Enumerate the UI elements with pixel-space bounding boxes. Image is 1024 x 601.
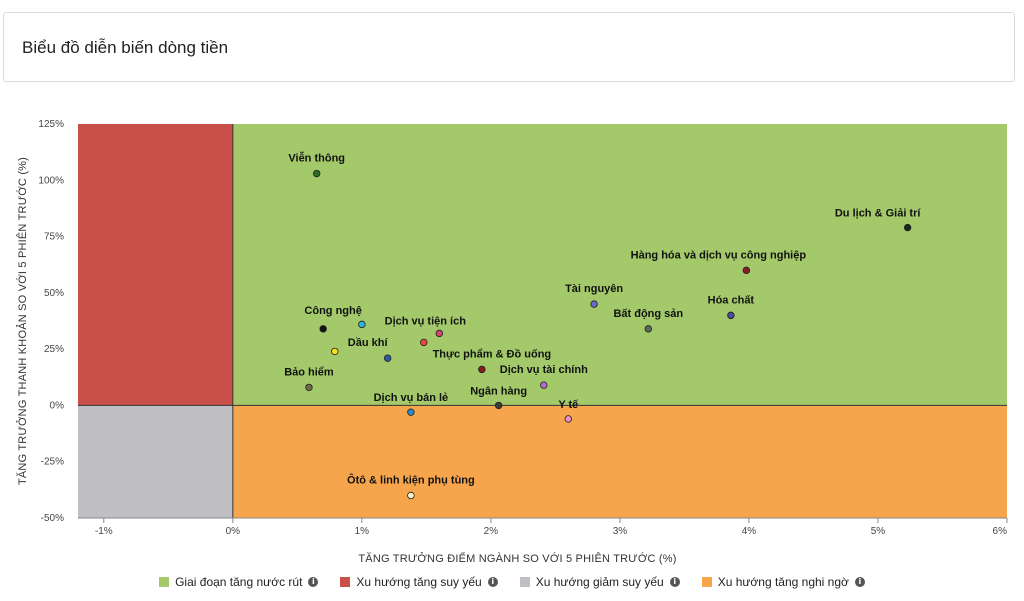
legend-item[interactable]: Xu hướng tăng suy yếu i — [340, 575, 498, 589]
y-tick-label: -50% — [41, 513, 64, 524]
data-point-label: Hàng hóa và dịch vụ công nghiệp — [631, 249, 807, 261]
page-title: Biểu đồ diễn biến dòng tiền — [22, 38, 229, 57]
y-tick-label: -25% — [41, 457, 64, 468]
legend-item[interactable]: Giai đoạn tăng nước rút i — [159, 575, 319, 589]
data-point — [644, 325, 653, 333]
info-icon[interactable]: i — [487, 577, 498, 587]
data-point — [305, 383, 313, 392]
data-point — [383, 354, 392, 362]
data-point-label: Dịch vụ tài chính — [500, 364, 588, 376]
data-point — [420, 338, 428, 347]
legend-item[interactable]: Xu hướng giảm suy yếu i — [519, 575, 680, 589]
data-point-label: Công nghệ — [304, 305, 361, 317]
scatter-chart: -50% -25% 0% 25% 50% 75% 100% 125% -1% 0% 1% 2% 3% 4%… — [16, 119, 1008, 565]
data-point-label: Y tế — [558, 399, 579, 411]
quadrant-bottom-left — [78, 405, 233, 518]
header-card: Biểu đồ diễn biến dòng tiền — [3, 12, 1015, 82]
legend-swatch — [701, 577, 712, 587]
legend-label: Xu hướng tăng suy yếu — [356, 575, 482, 589]
data-point-label: Du lịch & Giải trí — [835, 208, 922, 220]
data-point — [590, 300, 598, 308]
data-point-label: Thực phẩm & Đồ uống — [433, 348, 552, 360]
chart-legend: Giai đoạn tăng nước rút i Xu hướng tăng su… — [0, 571, 1024, 593]
info-icon[interactable]: i — [669, 577, 680, 587]
data-point-label: Ngân hàng — [470, 385, 527, 397]
y-tick-label: 125% — [38, 119, 64, 130]
data-point-label: Bảo hiểm — [284, 366, 334, 378]
data-point-label: Tài nguyên — [565, 283, 623, 295]
x-tick-label: 5% — [871, 526, 886, 537]
y-tick-label: 100% — [38, 175, 64, 186]
x-tick-label: 2% — [484, 526, 499, 537]
y-tick-label: 0% — [50, 400, 65, 411]
data-point-label: Dầu khí — [348, 337, 389, 349]
data-point — [903, 223, 912, 232]
chart-area: -50% -25% 0% 25% 50% 75% 100% 125% -1% 0% 1% 2% 3% 4%… — [0, 100, 1024, 601]
legend-swatch — [340, 577, 351, 587]
quadrant-bottom-right — [232, 405, 1008, 518]
data-point — [358, 320, 366, 329]
data-point-label: Bất động sản — [613, 308, 683, 320]
data-point — [478, 365, 486, 374]
legend-item[interactable]: Xu hướng tăng nghi ngờ i — [701, 575, 865, 589]
y-axis-title: TĂNG TRƯỞNG THANH KHOẢN SO VỚI 5 PHIÊN T… — [16, 157, 29, 485]
data-point — [540, 381, 548, 389]
data-point — [564, 415, 573, 423]
legend-swatch — [159, 577, 170, 587]
data-point — [313, 169, 321, 178]
y-tick-label: 50% — [44, 288, 64, 299]
x-tick-label: 1% — [355, 526, 370, 537]
data-point — [494, 401, 503, 410]
x-axis-title: TĂNG TRƯỞNG ĐIỂM NGÀNH SO VỚI 5 PHIÊN TR… — [358, 552, 676, 565]
data-point-label: Dịch vụ tiện ích — [385, 315, 467, 327]
x-tick-label: 4% — [742, 526, 757, 537]
x-tick-label: 0% — [226, 526, 241, 537]
data-point — [407, 408, 415, 416]
x-tick-label: -1% — [95, 526, 113, 537]
data-point-label: Dịch vụ bán lẻ — [374, 392, 449, 404]
quadrant-top-left — [78, 124, 233, 406]
data-point — [742, 266, 751, 275]
info-icon[interactable]: i — [854, 577, 865, 587]
info-icon[interactable]: i — [308, 577, 319, 587]
y-tick-label: 25% — [44, 344, 64, 355]
quadrant-top-right — [232, 124, 1008, 406]
data-point-label: Hóa chất — [708, 294, 755, 306]
legend-label: Xu hướng giảm suy yếu — [535, 575, 664, 589]
y-tick-label: 75% — [44, 232, 64, 243]
x-tick-label: 6% — [993, 526, 1008, 537]
legend-swatch — [519, 577, 530, 587]
legend-label: Giai đoạn tăng nước rút — [175, 575, 303, 589]
data-point-label: Viễn thông — [288, 152, 345, 165]
data-point-label: Ôtô & linh kiện phụ tùng — [347, 473, 475, 486]
x-tick-label: 3% — [613, 526, 628, 537]
data-point — [435, 329, 443, 338]
data-point — [331, 347, 339, 356]
data-point — [727, 311, 735, 320]
data-point — [407, 491, 415, 500]
legend-label: Xu hướng tăng nghi ngờ — [717, 575, 849, 589]
data-point — [319, 325, 327, 333]
